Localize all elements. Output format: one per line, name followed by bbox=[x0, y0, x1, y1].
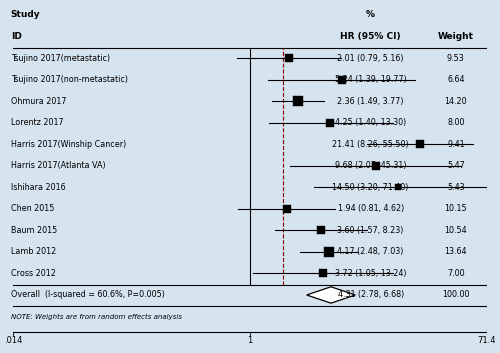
Text: Overall  (I-squared = 60.6%, P=0.005): Overall (I-squared = 60.6%, P=0.005) bbox=[11, 291, 164, 299]
Text: ID: ID bbox=[11, 32, 22, 41]
Text: 6.64: 6.64 bbox=[447, 75, 464, 84]
Text: Harris 2017(Atlanta VA): Harris 2017(Atlanta VA) bbox=[11, 161, 106, 170]
Text: 14.50 (3.20, 71.40): 14.50 (3.20, 71.40) bbox=[332, 183, 409, 192]
Text: 21.41 (8.26, 55.50): 21.41 (8.26, 55.50) bbox=[332, 140, 409, 149]
Text: 9.41: 9.41 bbox=[447, 140, 464, 149]
Text: 5.43: 5.43 bbox=[447, 183, 464, 192]
Text: Lamb 2012: Lamb 2012 bbox=[11, 247, 56, 256]
Text: Ohmura 2017: Ohmura 2017 bbox=[11, 97, 66, 106]
Text: 4.17 (2.48, 7.03): 4.17 (2.48, 7.03) bbox=[338, 247, 404, 256]
Text: 8.00: 8.00 bbox=[447, 118, 464, 127]
Text: Weight: Weight bbox=[438, 32, 474, 41]
Text: 3.72 (1.05, 13.24): 3.72 (1.05, 13.24) bbox=[335, 269, 406, 278]
Text: 4.25 (1.40, 13.30): 4.25 (1.40, 13.30) bbox=[335, 118, 406, 127]
Text: 2.36 (1.49, 3.77): 2.36 (1.49, 3.77) bbox=[338, 97, 404, 106]
Text: 5.24 (1.39, 19.77): 5.24 (1.39, 19.77) bbox=[335, 75, 406, 84]
Text: 10.15: 10.15 bbox=[444, 204, 467, 213]
Polygon shape bbox=[306, 287, 356, 303]
Text: 13.64: 13.64 bbox=[444, 247, 467, 256]
Text: .014: .014 bbox=[4, 336, 22, 345]
Text: 10.54: 10.54 bbox=[444, 226, 467, 235]
Text: Chen 2015: Chen 2015 bbox=[11, 204, 54, 213]
Text: Tsujino 2017(metastatic): Tsujino 2017(metastatic) bbox=[11, 54, 110, 62]
Text: 1: 1 bbox=[248, 336, 252, 345]
Text: 4.31 (2.78, 6.68): 4.31 (2.78, 6.68) bbox=[338, 291, 404, 299]
Text: 100.00: 100.00 bbox=[442, 291, 469, 299]
Text: 5.47: 5.47 bbox=[447, 161, 464, 170]
Text: Harris 2017(Winship Cancer): Harris 2017(Winship Cancer) bbox=[11, 140, 126, 149]
Text: HR (95% CI): HR (95% CI) bbox=[340, 32, 401, 41]
Text: 3.60 (1.57, 8.23): 3.60 (1.57, 8.23) bbox=[338, 226, 404, 235]
Text: NOTE: Weights are from random effects analysis: NOTE: Weights are from random effects an… bbox=[11, 313, 182, 319]
Text: Cross 2012: Cross 2012 bbox=[11, 269, 56, 278]
Text: 2.01 (0.79, 5.16): 2.01 (0.79, 5.16) bbox=[338, 54, 404, 62]
Text: 9.68 (2.07, 45.31): 9.68 (2.07, 45.31) bbox=[335, 161, 406, 170]
Text: 14.20: 14.20 bbox=[444, 97, 467, 106]
Text: 9.53: 9.53 bbox=[447, 54, 464, 62]
Text: Ishihara 2016: Ishihara 2016 bbox=[11, 183, 66, 192]
Text: 7.00: 7.00 bbox=[447, 269, 464, 278]
Text: Lorentz 2017: Lorentz 2017 bbox=[11, 118, 64, 127]
Text: 1.94 (0.81, 4.62): 1.94 (0.81, 4.62) bbox=[338, 204, 404, 213]
Text: %: % bbox=[366, 11, 375, 19]
Text: Tsujino 2017(non-metastatic): Tsujino 2017(non-metastatic) bbox=[11, 75, 128, 84]
Text: Baum 2015: Baum 2015 bbox=[11, 226, 57, 235]
Text: 71.4: 71.4 bbox=[478, 336, 496, 345]
Text: Study: Study bbox=[11, 11, 40, 19]
